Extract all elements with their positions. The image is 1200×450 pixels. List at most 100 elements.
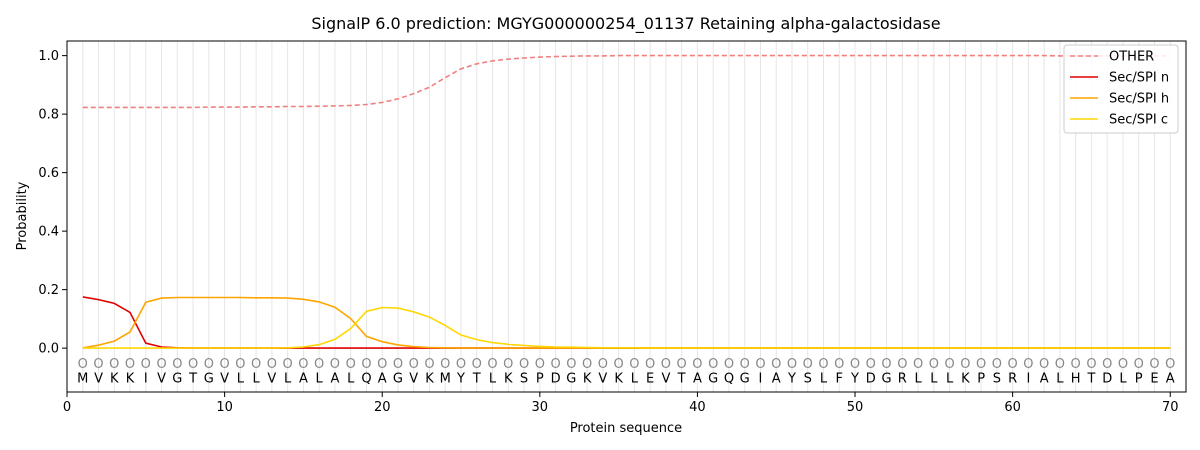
x-tick-label: 50 <box>847 400 864 415</box>
sequence-residue: L <box>347 371 355 386</box>
sequence-residue: I <box>144 371 148 386</box>
x-tick-label: 60 <box>1004 400 1021 415</box>
sequence-marker: O <box>803 357 813 372</box>
y-tick-label: 0.8 <box>38 108 59 123</box>
y-tick-label: 1.0 <box>38 49 59 64</box>
x-tick-label: 10 <box>216 400 233 415</box>
sequence-residue: G <box>204 371 214 386</box>
sequence-marker: O <box>314 357 324 372</box>
sequence-marker: O <box>424 357 434 372</box>
sequence-marker: O <box>740 357 750 372</box>
sequence-marker: O <box>976 357 986 372</box>
sequence-residue: L <box>284 371 292 386</box>
sequence-residue: E <box>1150 371 1158 386</box>
sequence-residue: A <box>1040 371 1049 386</box>
sequence-residue: D <box>866 371 876 386</box>
sequence-residue: A <box>330 371 339 386</box>
sequence-marker: O <box>755 357 765 372</box>
sequence-marker: O <box>251 357 261 372</box>
sequence-marker: O <box>1165 357 1175 372</box>
sequence-marker: O <box>204 357 214 372</box>
sequence-residue: S <box>804 371 812 386</box>
plot-area: OMOVOKOKOIOVOGOTOGOVOLOLOVOLOAOLOAOLOQOA… <box>38 40 1187 415</box>
sequence-marker: O <box>78 357 88 372</box>
sequence-residue: A <box>299 371 308 386</box>
sequence-residue: G <box>566 371 576 386</box>
sequence-marker: O <box>708 357 718 372</box>
sequence-marker: O <box>834 357 844 372</box>
sequence-marker: O <box>1071 357 1081 372</box>
series-line-sec-spi-n <box>82 296 1171 349</box>
x-tick-label: 0 <box>63 400 71 415</box>
y-tick-label: 0.2 <box>38 283 59 298</box>
sequence-residue: T <box>188 371 197 386</box>
sequence-marker: O <box>188 357 198 372</box>
x-tick-label: 40 <box>689 400 706 415</box>
sequence-marker: O <box>93 357 103 372</box>
sequence-residue: K <box>425 371 434 386</box>
sequence-marker: O <box>1008 357 1018 372</box>
sequence-marker: O <box>235 357 245 372</box>
sequence-marker: O <box>1102 357 1112 372</box>
sequence-marker: O <box>440 357 450 372</box>
sequence-residue: V <box>94 371 103 386</box>
sequence-marker: O <box>456 357 466 372</box>
sequence-marker: O <box>487 357 497 372</box>
sequence-residue: Y <box>850 371 859 386</box>
legend-entry: OTHER <box>1109 50 1154 65</box>
sequence-residue: L <box>930 371 938 386</box>
sequence-marker: O <box>141 357 151 372</box>
sequence-residue: R <box>1008 371 1017 386</box>
sequence-residue: M <box>77 371 88 386</box>
sequence-marker: O <box>992 357 1002 372</box>
sequence-residue: A <box>378 371 387 386</box>
sequence-residue: L <box>1119 371 1127 386</box>
sequence-marker: O <box>346 357 356 372</box>
sequence-residue: V <box>220 371 229 386</box>
sequence-marker: O <box>929 357 939 372</box>
sequence-marker: O <box>1039 357 1049 372</box>
sequence-residue: K <box>126 371 135 386</box>
sequence-residue: Q <box>361 371 371 386</box>
sequence-residue: L <box>1056 371 1064 386</box>
sequence-marker: O <box>598 357 608 372</box>
sequence-residue: M <box>440 371 451 386</box>
sequence-residue: D <box>551 371 561 386</box>
sequence-marker: O <box>582 357 592 372</box>
series-line-sec-spi-h <box>82 296 1171 349</box>
sequence-residue: L <box>237 371 245 386</box>
sequence-marker: O <box>298 357 308 372</box>
legend-box <box>1063 44 1179 134</box>
sequence-marker: O <box>881 357 891 372</box>
sequence-residue: V <box>661 371 670 386</box>
sequence-residue: V <box>598 371 607 386</box>
sequence-marker: O <box>550 357 560 372</box>
sequence-residue: K <box>504 371 513 386</box>
sequence-marker: O <box>944 357 954 372</box>
legend-entry: Sec/SPI n <box>1109 71 1169 86</box>
sequence-residue: R <box>898 371 907 386</box>
sequence-residue: V <box>267 371 276 386</box>
sequence-residue: L <box>316 371 324 386</box>
sequence-marker: O <box>472 357 482 372</box>
sequence-marker: O <box>1134 357 1144 372</box>
sequence-marker: O <box>535 357 545 372</box>
sequence-marker: O <box>566 357 576 372</box>
sequence-marker: O <box>361 357 371 372</box>
sequence-marker: O <box>1055 357 1065 372</box>
sequence-residue: Y <box>787 371 796 386</box>
sequence-marker: O <box>913 357 923 372</box>
legend-entry: Sec/SPI h <box>1109 92 1169 107</box>
sequence-marker: O <box>614 357 624 372</box>
sequence-marker: O <box>1023 357 1033 372</box>
sequence-residue: V <box>409 371 418 386</box>
sequence-residue: K <box>614 371 623 386</box>
sequence-marker: O <box>850 357 860 372</box>
sequence-residue: A <box>1166 371 1175 386</box>
sequence-residue: I <box>759 371 763 386</box>
y-tick-label: 0.6 <box>38 166 59 181</box>
sequence-marker: O <box>1149 357 1159 372</box>
x-tick-label: 20 <box>374 400 391 415</box>
sequence-marker: O <box>1118 357 1128 372</box>
